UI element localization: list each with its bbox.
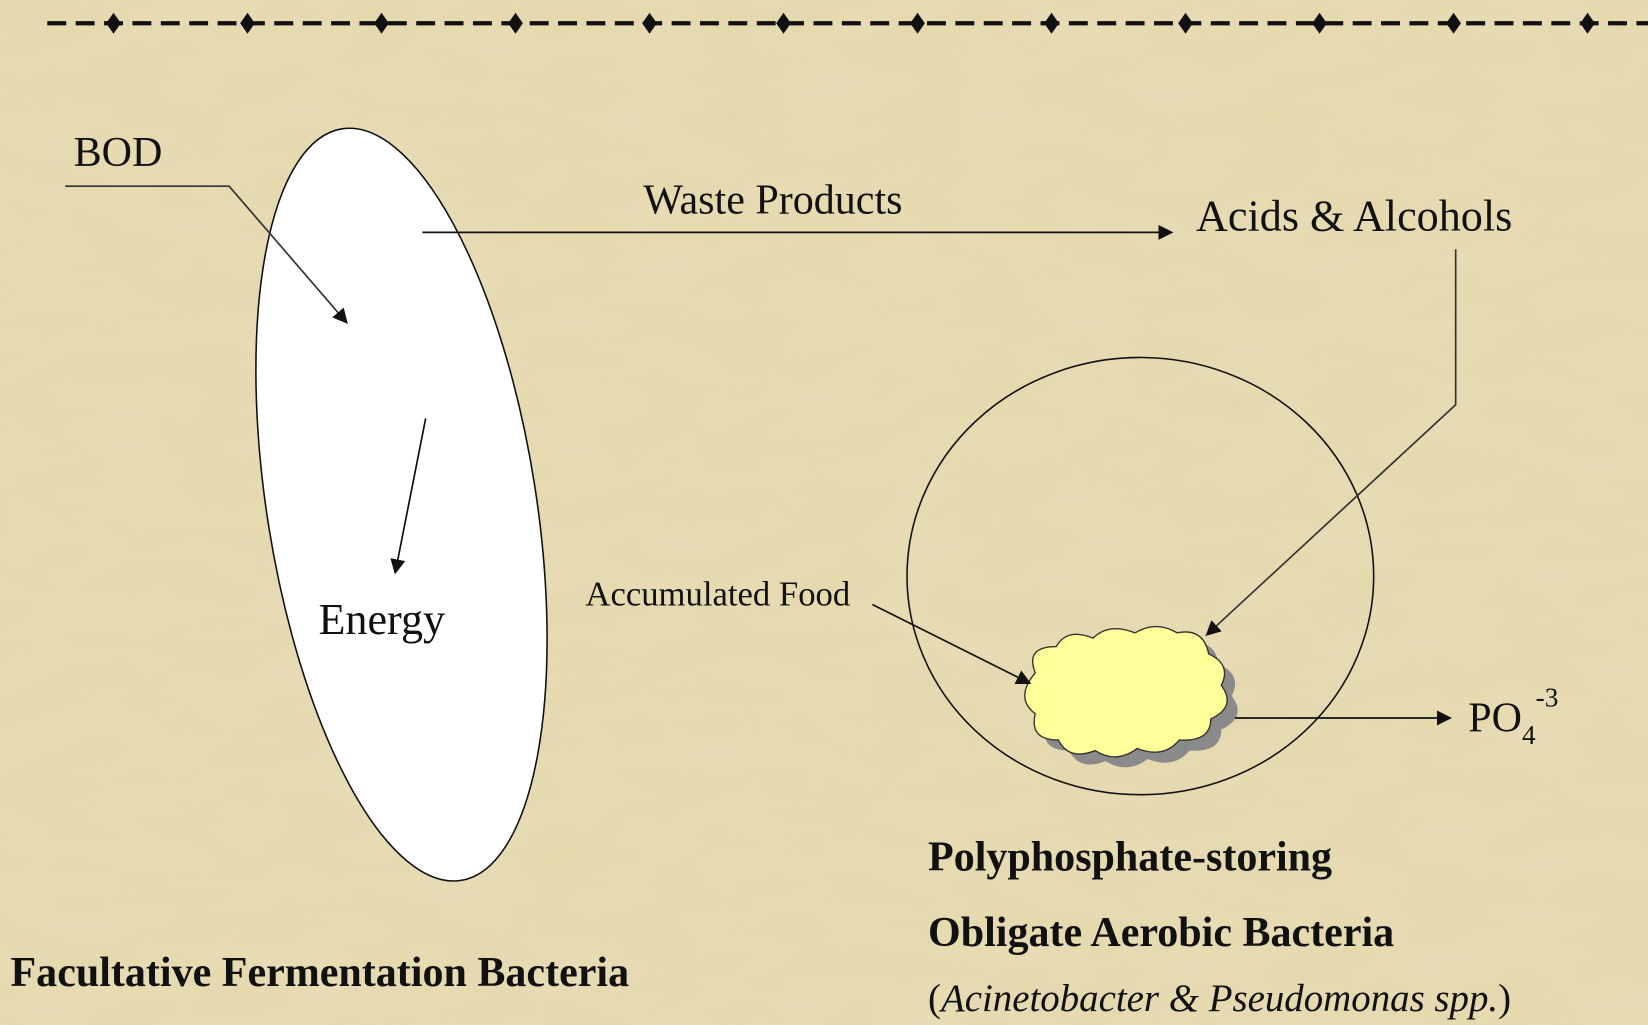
right-caption-1: Polyphosphate-storing (928, 834, 1332, 880)
paren: ) (1498, 977, 1511, 1020)
texture (0, 0, 1648, 1025)
energy-label: Energy (318, 595, 445, 644)
paren: ( (928, 977, 941, 1020)
phosphate-subscript: 4 (1522, 720, 1536, 750)
accumulated-food-label: Accumulated Food (585, 575, 850, 614)
genus: Pseudomonas spp. (1208, 977, 1498, 1020)
diagram: BOD Energy Waste Products Acids & Alcoho… (0, 0, 1648, 1025)
waste-products-label: Waste Products (643, 177, 902, 223)
acids-alcohols-label: Acids & Alcohols (1196, 191, 1512, 240)
phosphate-base: PO (1468, 696, 1522, 742)
phosphate-superscript: -3 (1536, 682, 1559, 712)
page: BOD Energy Waste Products Acids & Alcoho… (0, 0, 1648, 1025)
food-granule (1025, 627, 1238, 768)
conjunction: & (1159, 977, 1209, 1020)
left-caption: Facultative Fermentation Bacteria (11, 950, 630, 996)
genus: Acinetobacter (938, 977, 1160, 1020)
bod-label: BOD (74, 130, 163, 176)
right-caption-2: Obligate Aerobic Bacteria (928, 910, 1394, 956)
right-caption-3: (Acinetobacter & Pseudomonas spp.) (928, 977, 1511, 1020)
